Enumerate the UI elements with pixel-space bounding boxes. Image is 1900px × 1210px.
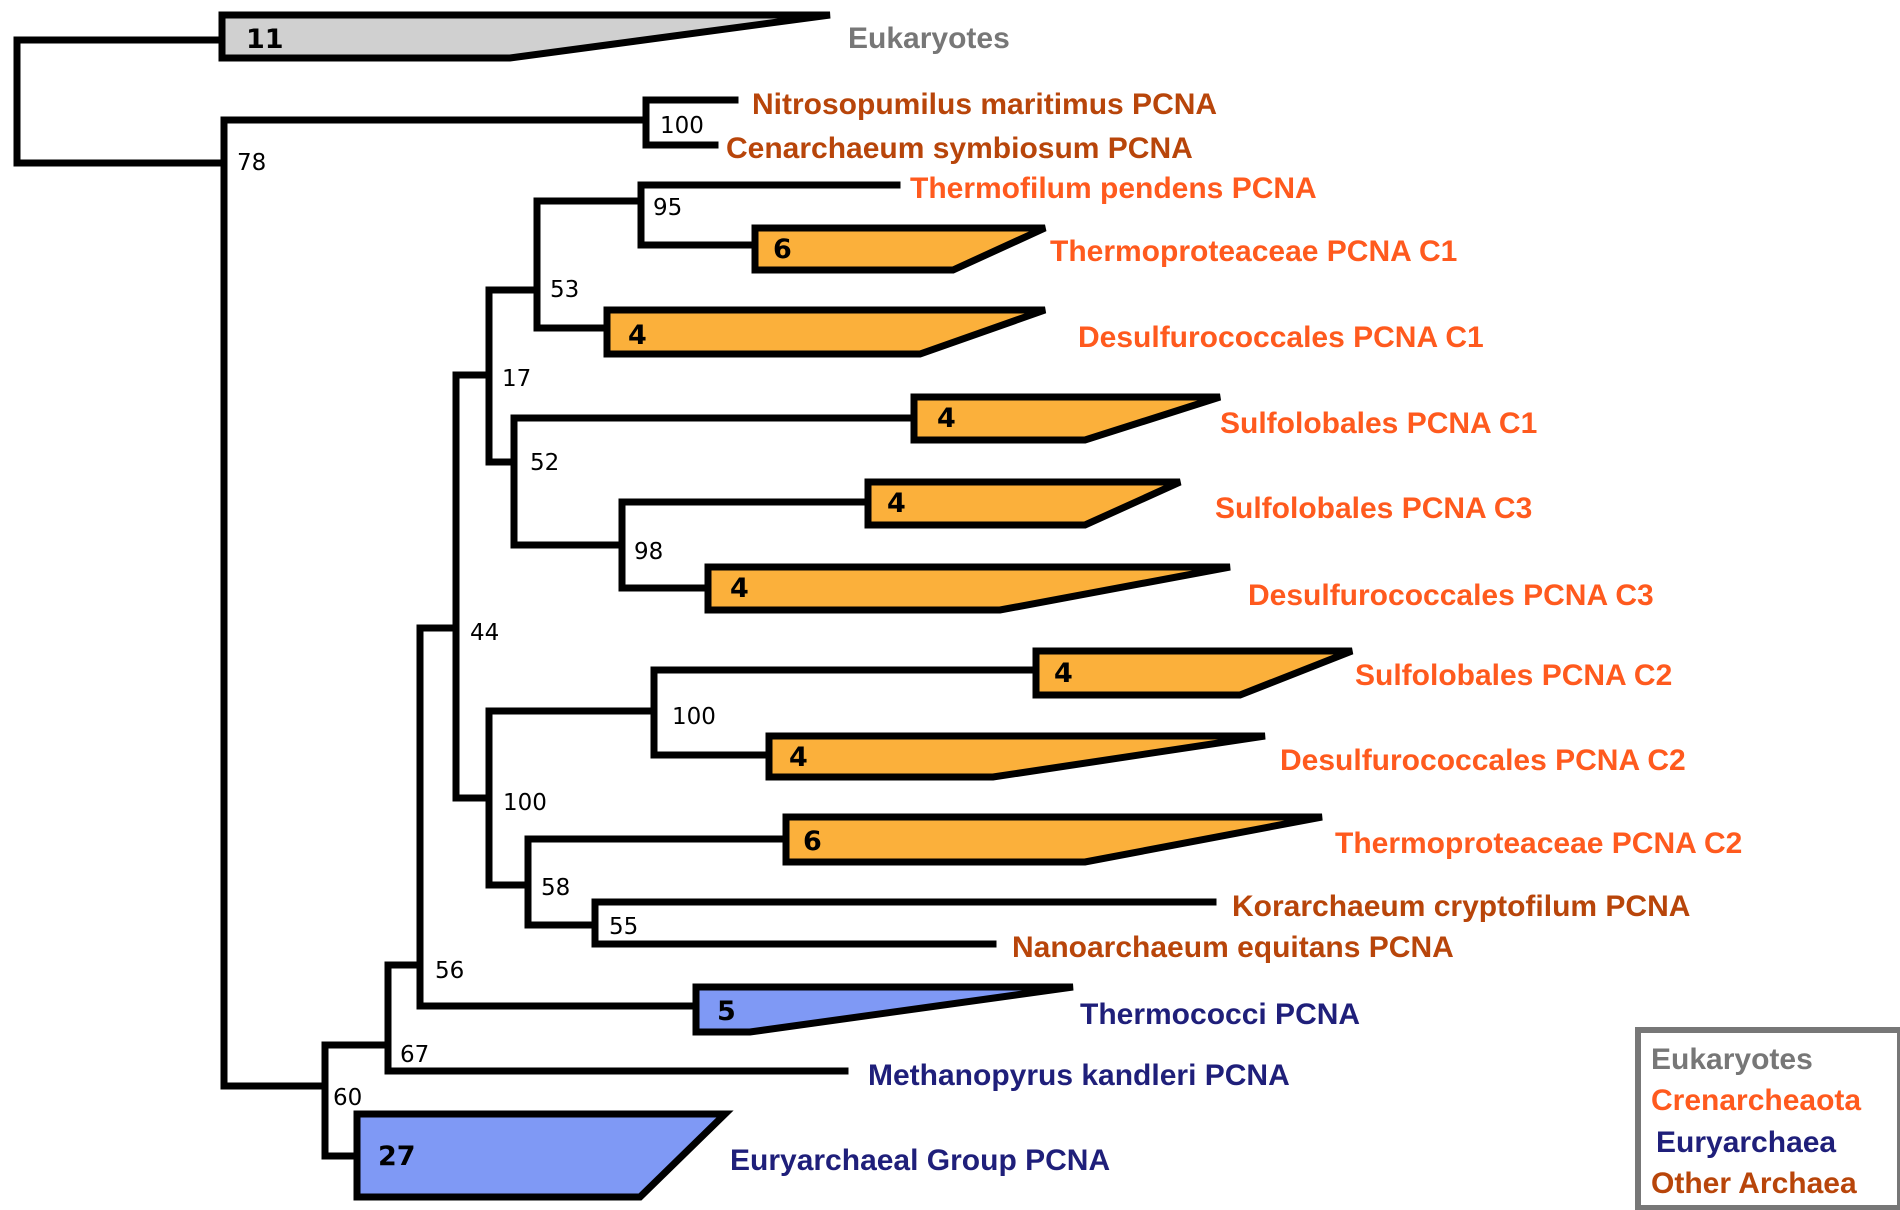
support-17: 17 bbox=[502, 366, 531, 392]
support-44: 44 bbox=[470, 620, 499, 646]
branch-node-52 bbox=[510, 414, 918, 549]
label-thermococci: Thermococci PCNA bbox=[1080, 998, 1360, 1031]
label-desulfurococcales-c1: Desulfurococcales PCNA C1 bbox=[1078, 321, 1484, 354]
branch-root bbox=[13, 36, 228, 167]
support-56: 56 bbox=[435, 958, 464, 984]
branch-node-100-inner bbox=[650, 666, 1040, 759]
count-sulfolobales-c1: 4 bbox=[937, 403, 956, 434]
branch-node-58 bbox=[524, 835, 790, 929]
label-sulfolobales-c3: Sulfolobales PCNA C3 bbox=[1215, 492, 1532, 525]
clade-thermoproteaceae-c1-triangle bbox=[751, 224, 1047, 274]
count-desulfurococcales-c2: 4 bbox=[789, 742, 808, 773]
support-78: 78 bbox=[237, 150, 266, 176]
branch-node-44 bbox=[452, 371, 493, 802]
support-55: 55 bbox=[609, 914, 638, 940]
clade-sulfolobales-c3-triangle bbox=[864, 478, 1182, 529]
support-100-thaum: 100 bbox=[660, 113, 704, 139]
legend: Eukaryotes Crenarcheaota Euryarchaea Oth… bbox=[1635, 1027, 1900, 1210]
label-euryarchaeal-group: Euryarchaeal Group PCNA bbox=[730, 1144, 1110, 1177]
support-53: 53 bbox=[550, 277, 579, 303]
branch-node-100-thaum bbox=[642, 96, 739, 149]
clade-euryarchaeal-group-triangle bbox=[353, 1110, 734, 1201]
taxon-labels: Eukaryotes Nitrosopumilus maritimus PCNA… bbox=[726, 22, 1742, 1177]
support-95: 95 bbox=[653, 195, 682, 221]
clade-desulfurococcales-c1-triangle bbox=[603, 306, 1047, 358]
legend-box bbox=[1635, 1027, 1900, 1210]
tree-branches bbox=[13, 36, 1217, 1160]
label-thermofilum: Thermofilum pendens PCNA bbox=[910, 172, 1317, 205]
label-nanoarchaeum: Nanoarchaeum equitans PCNA bbox=[1012, 931, 1454, 964]
label-desulfurococcales-c2: Desulfurococcales PCNA C2 bbox=[1280, 744, 1686, 777]
branch-node-53 bbox=[533, 197, 645, 332]
branch-node-60 bbox=[321, 1041, 392, 1160]
label-eukaryotes: Eukaryotes bbox=[848, 22, 1010, 55]
count-desulfurococcales-c3: 4 bbox=[730, 573, 749, 604]
label-korarchaeum: Korarchaeum cryptofilum PCNA bbox=[1232, 890, 1690, 923]
branch-node-95 bbox=[637, 181, 901, 249]
legend-other-archaea: Other Archaea bbox=[1651, 1167, 1857, 1200]
branch-node-55 bbox=[591, 898, 1217, 948]
support-100-c2: 100 bbox=[503, 790, 547, 816]
label-thermoproteaceae-c1: Thermoproteaceae PCNA C1 bbox=[1050, 235, 1457, 268]
count-desulfurococcales-c1: 4 bbox=[628, 320, 647, 351]
clade-eukaryotes-triangle bbox=[218, 11, 831, 62]
legend-eukaryotes: Eukaryotes bbox=[1651, 1043, 1813, 1076]
branch-node-98 bbox=[618, 498, 872, 592]
branch-node-100-c2 bbox=[485, 707, 658, 889]
clade-sulfolobales-c1-triangle bbox=[910, 393, 1222, 444]
branch-node-17 bbox=[485, 286, 541, 466]
count-thermococci: 5 bbox=[717, 996, 736, 1027]
count-thermoproteaceae-c1: 6 bbox=[773, 234, 792, 265]
clade-counts: 11 6 4 4 4 4 4 4 6 5 27 bbox=[246, 24, 1073, 1172]
clade-desulfurococcales-c2-triangle bbox=[765, 732, 1266, 781]
label-methanopyrus: Methanopyrus kandleri PCNA bbox=[868, 1059, 1290, 1092]
label-sulfolobales-c2: Sulfolobales PCNA C2 bbox=[1355, 659, 1672, 692]
legend-euryarchaea: Euryarchaea bbox=[1656, 1126, 1836, 1159]
label-cenarchaeum: Cenarchaeum symbiosum PCNA bbox=[726, 132, 1193, 165]
branch-node-78 bbox=[220, 116, 650, 1090]
count-sulfolobales-c3: 4 bbox=[887, 488, 906, 519]
branch-node-56 bbox=[416, 624, 700, 1010]
count-thermoproteaceae-c2: 6 bbox=[803, 826, 822, 857]
support-values: 78 100 95 53 17 52 98 44 100 100 58 55 5… bbox=[237, 113, 716, 1111]
support-100-inner: 100 bbox=[672, 704, 716, 730]
count-sulfolobales-c2: 4 bbox=[1054, 658, 1073, 689]
collapsed-clades bbox=[218, 11, 1354, 1201]
legend-crenarchaeota: Crenarcheaota bbox=[1651, 1084, 1861, 1117]
label-sulfolobales-c1: Sulfolobales PCNA C1 bbox=[1220, 407, 1537, 440]
clade-thermoproteaceae-c2-triangle bbox=[782, 813, 1323, 866]
count-eukaryotes: 11 bbox=[246, 24, 284, 55]
count-euryarchaeal-group: 27 bbox=[378, 1141, 416, 1172]
clade-thermococci-triangle bbox=[692, 983, 1074, 1036]
support-60: 60 bbox=[333, 1085, 362, 1111]
clade-sulfolobales-c2-triangle bbox=[1032, 647, 1354, 699]
support-58: 58 bbox=[541, 875, 570, 901]
branch-node-67 bbox=[384, 961, 849, 1075]
support-98: 98 bbox=[634, 539, 663, 565]
label-nitrosopumilus: Nitrosopumilus maritimus PCNA bbox=[752, 88, 1217, 121]
support-52: 52 bbox=[530, 450, 559, 476]
clade-desulfurococcales-c3-triangle bbox=[704, 563, 1231, 614]
support-67: 67 bbox=[400, 1042, 429, 1068]
label-desulfurococcales-c3: Desulfurococcales PCNA C3 bbox=[1248, 579, 1654, 612]
label-thermoproteaceae-c2: Thermoproteaceae PCNA C2 bbox=[1335, 827, 1742, 860]
